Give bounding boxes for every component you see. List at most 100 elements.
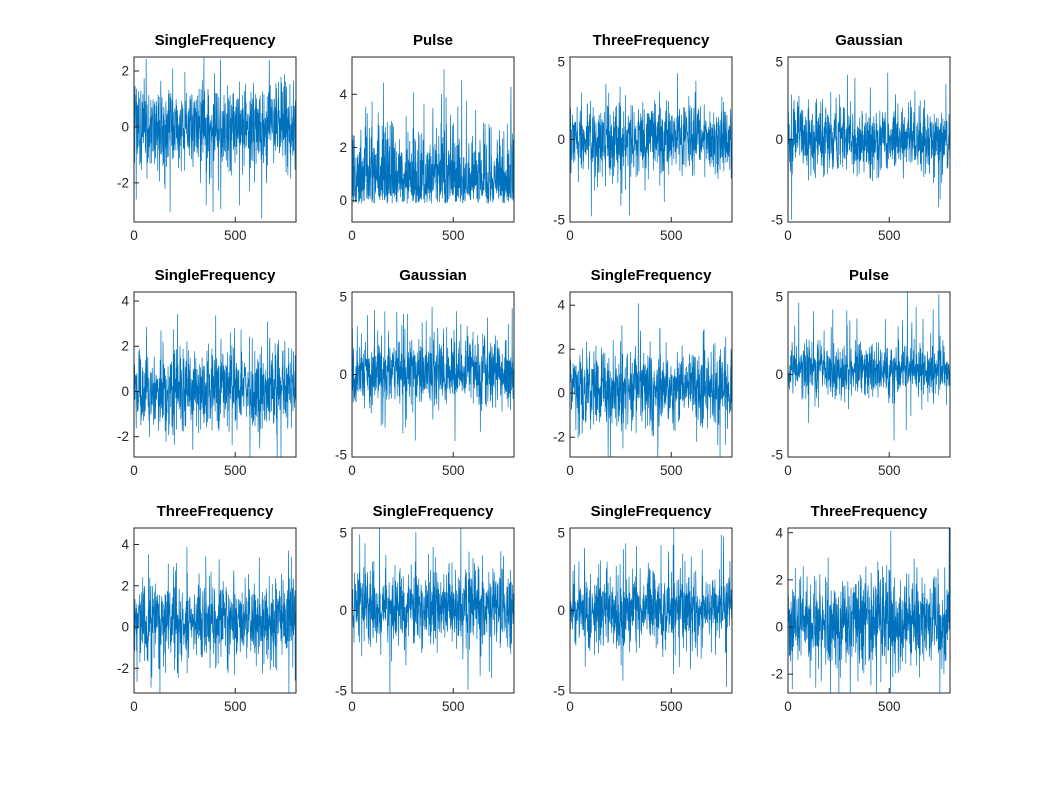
subplot-r1c3: ThreeFrequency 5 0 -5 0 500 xyxy=(532,29,742,254)
plot-canvas: 4 2 0 -2 0 500 xyxy=(553,291,733,478)
svg-text:0: 0 xyxy=(121,620,129,635)
svg-text:0: 0 xyxy=(121,384,129,399)
svg-text:0: 0 xyxy=(784,463,792,478)
svg-text:500: 500 xyxy=(660,228,683,243)
svg-text:500: 500 xyxy=(878,463,901,478)
subplot-title: ThreeFrequency xyxy=(156,503,274,520)
subplot-title: Gaussian xyxy=(835,32,903,49)
svg-text:2: 2 xyxy=(121,63,129,78)
plot-canvas: 50-50 500 xyxy=(553,526,733,714)
svg-text:2: 2 xyxy=(557,342,565,357)
subplot-title: SingleFrequency xyxy=(154,32,276,49)
subplot-r2c3: SingleFrequency 4 2 0 -2 0 500 xyxy=(532,264,742,489)
svg-text:5: 5 xyxy=(339,290,347,305)
svg-text:0: 0 xyxy=(130,699,138,714)
svg-text:4: 4 xyxy=(557,298,565,313)
svg-text:500: 500 xyxy=(442,699,465,714)
svg-text:-5: -5 xyxy=(335,448,347,463)
svg-text:0: 0 xyxy=(557,603,565,618)
svg-text:0: 0 xyxy=(784,699,792,714)
subplot-title: ThreeFrequency xyxy=(592,32,710,49)
subplot-title: SingleFrequency xyxy=(154,267,276,284)
subplot-title: SingleFrequency xyxy=(590,503,712,520)
svg-text:2: 2 xyxy=(775,572,783,587)
svg-text:-5: -5 xyxy=(553,684,565,699)
svg-text:500: 500 xyxy=(224,699,247,714)
svg-text:5: 5 xyxy=(775,55,783,70)
subplot-r3c2: SingleFrequency 5 0 -5 0 500 xyxy=(314,500,524,725)
plot-canvas: 50-50 500 xyxy=(553,55,733,243)
svg-text:-5: -5 xyxy=(771,213,783,228)
subplot-r2c2: Gaussian 5 0 -5 0 500 xyxy=(314,264,524,489)
svg-text:500: 500 xyxy=(660,463,683,478)
svg-text:0: 0 xyxy=(775,132,783,147)
svg-text:5: 5 xyxy=(339,526,347,541)
svg-text:0: 0 xyxy=(348,463,356,478)
svg-text:0: 0 xyxy=(348,228,356,243)
subplot-r2c1: SingleFrequency 4 2 0 -2 0 500 xyxy=(96,264,306,489)
svg-text:0: 0 xyxy=(557,386,565,401)
subplot-r1c2: Pulse 4 2 0 0 500 xyxy=(314,29,524,254)
svg-text:0: 0 xyxy=(130,463,138,478)
svg-text:0: 0 xyxy=(557,132,565,147)
svg-text:2: 2 xyxy=(339,140,347,155)
svg-text:0: 0 xyxy=(339,367,347,382)
plot-canvas: 4 2 0 -2 0 500 xyxy=(117,527,297,714)
svg-text:4: 4 xyxy=(121,537,129,552)
svg-text:5: 5 xyxy=(775,290,783,305)
plot-canvas: 4 2 0 -2 0 500 xyxy=(117,291,297,478)
subplot-r1c4: Gaussian 5 0 -5 0 500 xyxy=(750,29,960,254)
svg-text:-2: -2 xyxy=(117,175,129,190)
svg-text:-5: -5 xyxy=(771,448,783,463)
plot-canvas: 4 2 0 -2 0 500 xyxy=(771,526,951,714)
svg-text:-2: -2 xyxy=(117,661,129,676)
subplot-r3c1: ThreeFrequency 4 2 0 -2 0 500 xyxy=(96,500,306,725)
svg-text:0: 0 xyxy=(566,228,574,243)
subplot-title: SingleFrequency xyxy=(590,267,712,284)
svg-text:4: 4 xyxy=(121,294,129,309)
plot-canvas: 50-50 500 xyxy=(335,526,515,714)
svg-text:0: 0 xyxy=(348,699,356,714)
subplot-r2c4: Pulse 5 0 -5 0 500 xyxy=(750,264,960,489)
subplot-title: Pulse xyxy=(412,32,454,49)
svg-text:0: 0 xyxy=(130,228,138,243)
svg-text:2: 2 xyxy=(121,578,129,593)
svg-text:0: 0 xyxy=(566,463,574,478)
svg-text:-5: -5 xyxy=(335,684,347,699)
plot-canvas: 50-50 500 xyxy=(335,290,515,478)
svg-text:5: 5 xyxy=(557,526,565,541)
svg-text:500: 500 xyxy=(442,228,465,243)
subplot-r3c3: SingleFrequency 5 0 -5 0 500 xyxy=(532,500,742,725)
svg-text:-2: -2 xyxy=(117,429,129,444)
svg-text:2: 2 xyxy=(121,339,129,354)
subplot-title: Gaussian xyxy=(399,267,467,284)
svg-text:0: 0 xyxy=(339,603,347,618)
svg-text:-2: -2 xyxy=(553,430,565,445)
subplot-title: ThreeFrequency xyxy=(810,503,928,520)
svg-text:0: 0 xyxy=(775,620,783,635)
plot-canvas: 4 2 0 0 500 xyxy=(339,56,515,243)
svg-text:0: 0 xyxy=(775,367,783,382)
svg-text:4: 4 xyxy=(339,87,347,102)
subplot-r1c1: SingleFrequency 2 0 -2 0 500 xyxy=(96,29,306,254)
svg-text:4: 4 xyxy=(775,526,783,541)
subplot-title: SingleFrequency xyxy=(372,503,494,520)
svg-text:500: 500 xyxy=(878,228,901,243)
svg-text:-5: -5 xyxy=(553,213,565,228)
svg-text:0: 0 xyxy=(339,193,347,208)
svg-text:500: 500 xyxy=(660,699,683,714)
subplot-r3c4: ThreeFrequency 4 2 0 -2 0 500 xyxy=(750,500,960,725)
svg-text:500: 500 xyxy=(224,463,247,478)
svg-text:0: 0 xyxy=(121,119,129,134)
svg-text:-2: -2 xyxy=(771,667,783,682)
svg-text:0: 0 xyxy=(784,228,792,243)
svg-text:5: 5 xyxy=(557,55,565,70)
svg-text:500: 500 xyxy=(224,228,247,243)
plot-canvas: 2 0 -2 0 500 xyxy=(117,56,297,243)
plot-canvas: 50-50 500 xyxy=(771,290,951,478)
svg-text:500: 500 xyxy=(442,463,465,478)
plot-canvas: 50-50 500 xyxy=(771,55,951,243)
svg-text:500: 500 xyxy=(878,699,901,714)
svg-text:0: 0 xyxy=(566,699,574,714)
